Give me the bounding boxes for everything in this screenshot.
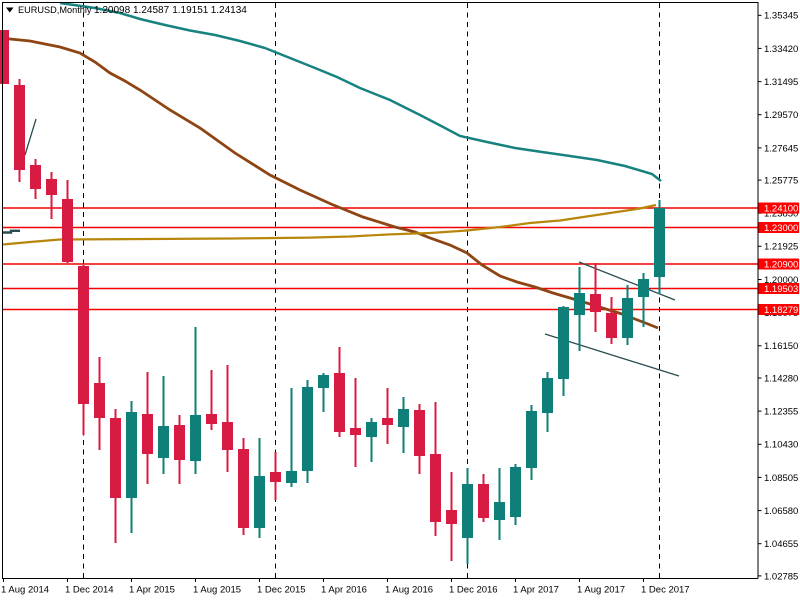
svg-text:1.33420: 1.33420	[764, 44, 798, 55]
svg-text:1.06580: 1.06580	[764, 506, 798, 517]
svg-text:EURUSD,Monthly: EURUSD,Monthly	[18, 5, 92, 15]
svg-text:1.21925: 1.21925	[764, 242, 798, 253]
svg-text:1 Aug 2015: 1 Aug 2015	[193, 585, 241, 596]
svg-text:1.19151: 1.19151	[172, 5, 209, 16]
svg-text:1.12355: 1.12355	[764, 407, 798, 418]
svg-text:1.27645: 1.27645	[764, 143, 798, 154]
svg-text:1.35345: 1.35345	[764, 11, 798, 22]
svg-text:1 Dec 2017: 1 Dec 2017	[641, 585, 690, 596]
svg-text:1 Aug 2014: 1 Aug 2014	[1, 585, 49, 596]
svg-text:1 Dec 2016: 1 Dec 2016	[449, 585, 498, 596]
svg-text:1 Apr 2015: 1 Apr 2015	[129, 585, 175, 596]
svg-text:1 Apr 2017: 1 Apr 2017	[513, 585, 559, 596]
svg-text:1.23000: 1.23000	[764, 223, 798, 234]
svg-text:1 Dec 2015: 1 Dec 2015	[257, 585, 306, 596]
svg-text:1.16150: 1.16150	[764, 341, 798, 352]
svg-text:1 Aug 2017: 1 Aug 2017	[577, 585, 625, 596]
svg-text:1.18279: 1.18279	[764, 305, 798, 316]
svg-text:1.31495: 1.31495	[764, 77, 798, 88]
svg-text:1.20900: 1.20900	[764, 259, 798, 270]
svg-text:1.08505: 1.08505	[764, 473, 798, 484]
svg-text:1.19503: 1.19503	[764, 284, 798, 295]
svg-text:1.14280: 1.14280	[764, 373, 798, 384]
svg-text:1.04655: 1.04655	[764, 539, 798, 550]
svg-text:1.25775: 1.25775	[764, 176, 798, 187]
svg-text:1.24134: 1.24134	[211, 5, 248, 16]
svg-text:1.24100: 1.24100	[764, 203, 798, 214]
svg-text:1.20000: 1.20000	[764, 275, 798, 286]
svg-text:1.24587: 1.24587	[133, 5, 170, 16]
svg-text:1.23850: 1.23850	[764, 209, 798, 220]
svg-text:1 Aug 2016: 1 Aug 2016	[385, 585, 433, 596]
svg-text:1 Apr 2016: 1 Apr 2016	[321, 585, 367, 596]
svg-text:1.29570: 1.29570	[764, 110, 798, 121]
svg-text:1.20098: 1.20098	[94, 5, 131, 16]
svg-text:1.10430: 1.10430	[764, 440, 798, 451]
svg-text:1.02785: 1.02785	[764, 571, 798, 582]
svg-text:1 Dec 2014: 1 Dec 2014	[65, 585, 114, 596]
